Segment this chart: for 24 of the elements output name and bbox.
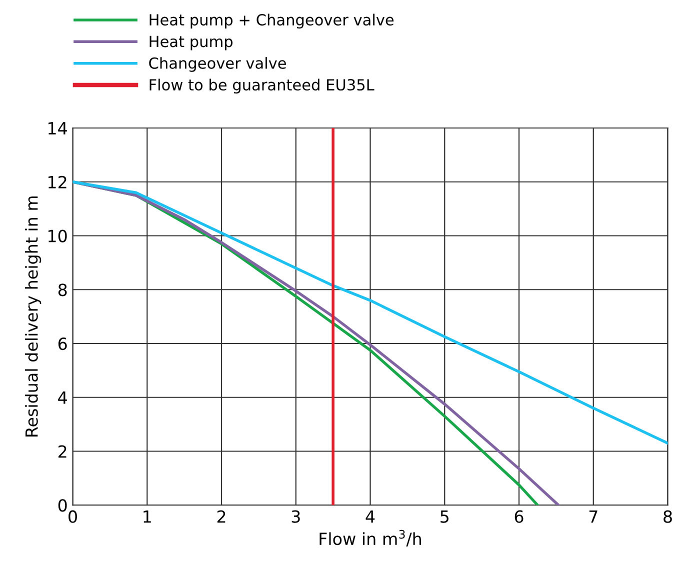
x-axis-title: Flow in m$^{3}$/h <box>320 530 421 546</box>
x-tick-label: 3 <box>292 510 300 523</box>
line-series <box>72 180 668 445</box>
y-tick-label: 14 <box>48 122 67 134</box>
y-tick-label: 0 <box>58 499 67 512</box>
y-axis-title: Residual delivery height in m <box>25 196 42 436</box>
x-tick-label: 1 <box>144 510 151 523</box>
y-tick-label: 4 <box>58 392 67 404</box>
x-tick-label: 0 <box>68 510 77 523</box>
x-tick-label: 8 <box>664 510 672 523</box>
x-tick-label: 5 <box>440 510 448 523</box>
y-tick-label: 2 <box>58 445 66 458</box>
x-tick-label: 7 <box>589 510 598 523</box>
y-tick-label: 10 <box>48 230 67 242</box>
x-tick-label: 2 <box>217 510 226 523</box>
x-tick-label: 4 <box>366 510 375 523</box>
legend-label: Heat pump + Changeover valve <box>150 14 394 29</box>
legend-label: Heat pump <box>150 36 233 50</box>
legend-label: Flow to be guaranteed EU35L <box>150 78 374 94</box>
y-tick-label: 8 <box>58 284 67 296</box>
legend-label: Changeover valve <box>149 57 286 72</box>
y-tick-label: 12 <box>48 176 66 188</box>
y-tick-label: 6 <box>58 337 67 350</box>
x-tick-label: 6 <box>514 510 524 523</box>
